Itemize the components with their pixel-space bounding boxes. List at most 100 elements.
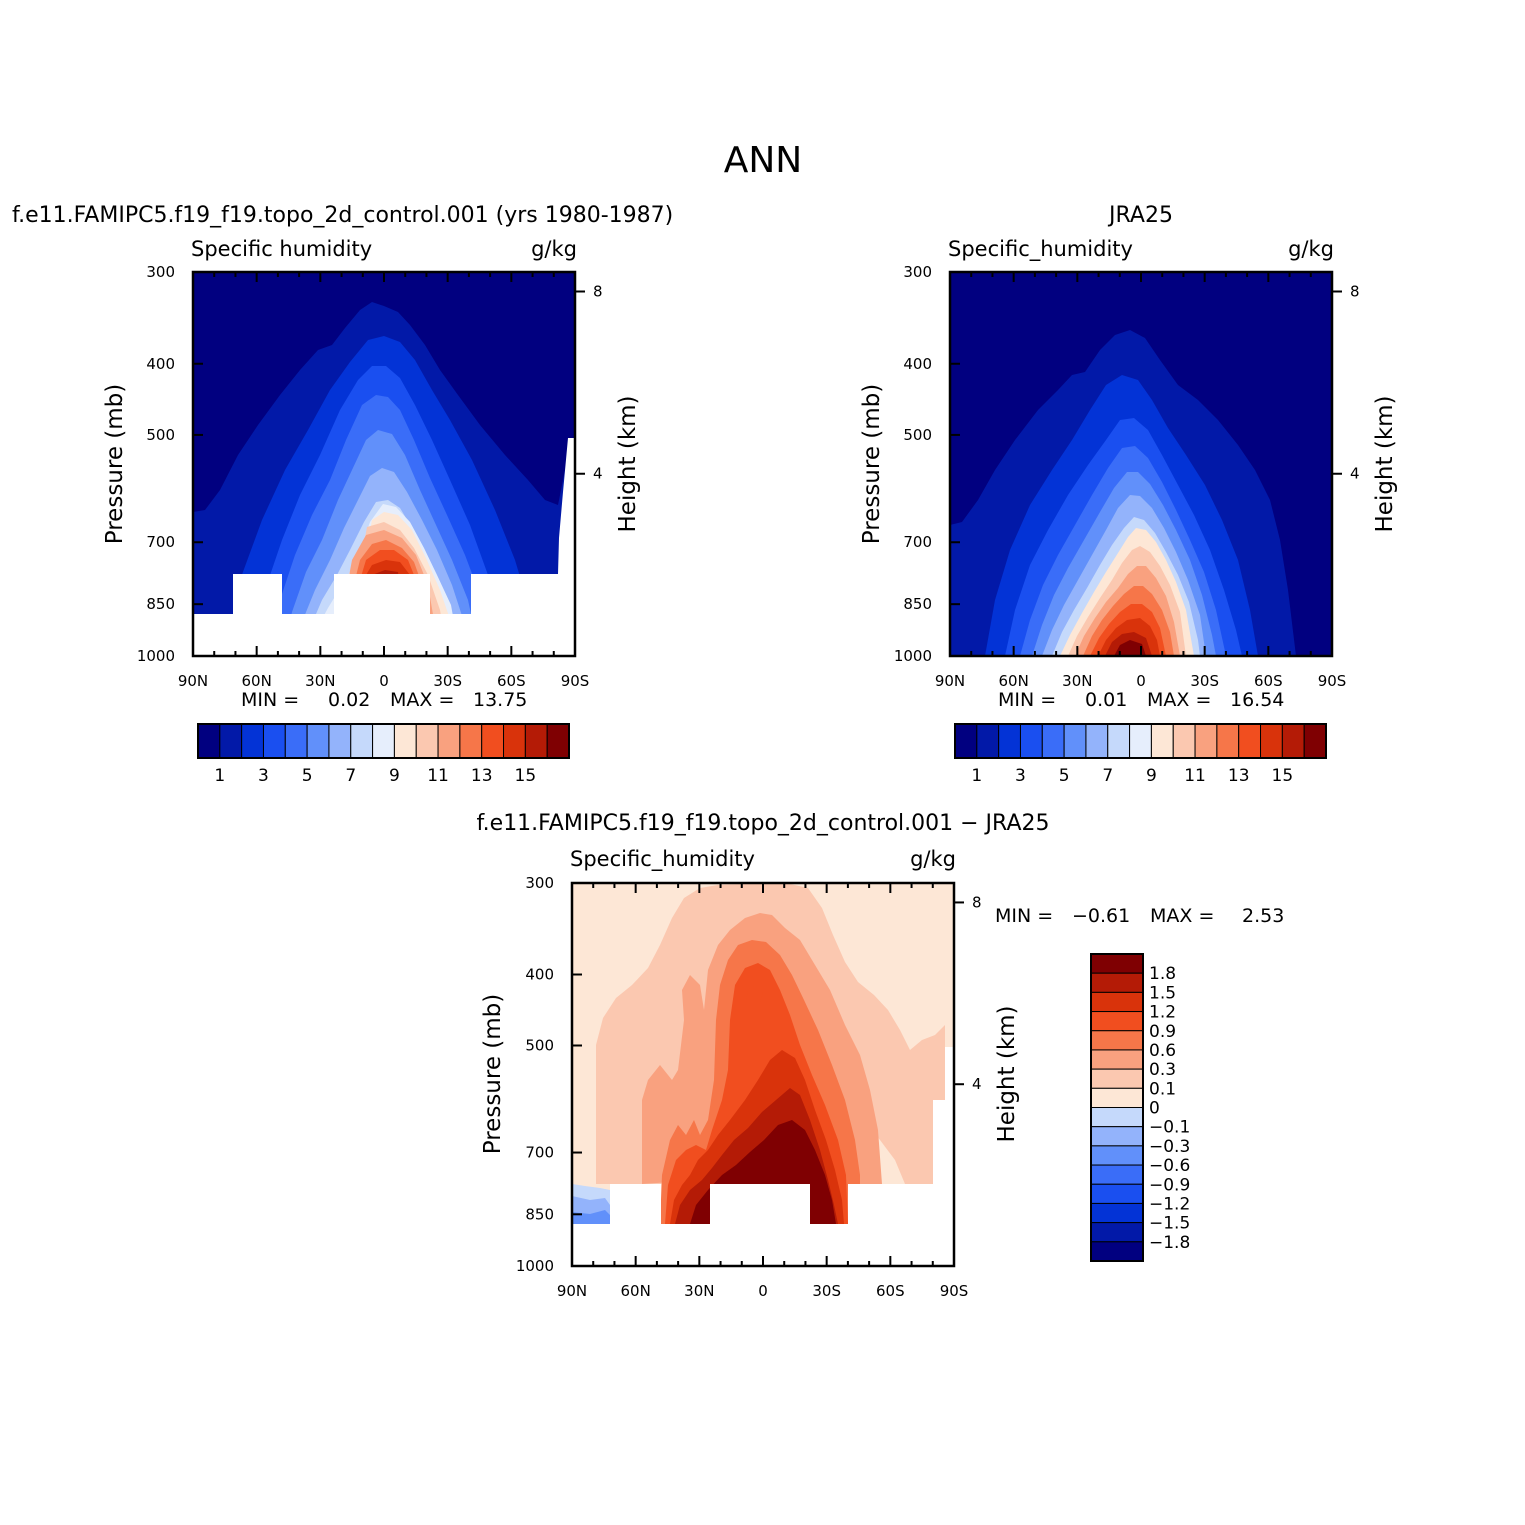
colorbar-swatch (1090, 1068, 1144, 1089)
panel-model: f.e11.FAMIPC5.f19_f19.topo_2d_control.00… (12, 203, 673, 786)
panel-model-units: g/kg (531, 237, 577, 261)
colorbar-swatch (954, 723, 978, 759)
topography-mask (193, 438, 575, 656)
panel-model-y-tick-label: 300 (146, 263, 175, 281)
panel-obs-min-label: MIN = (998, 689, 1056, 711)
colorbar-swatch (219, 723, 243, 759)
colorbar-label: 3 (258, 766, 269, 786)
panel-obs-y-tick-label: 700 (903, 533, 932, 551)
panel-obs-ticks: 90N 60N 30N 0 30S 60S 90S 300 400 500 700 850 1000 8 4 (894, 263, 1360, 690)
panel-diff-ylabel: Pressure (mb) (480, 994, 506, 1154)
panel-obs-x-tick-label: 90S (1318, 672, 1347, 690)
colorbar-swatch (1107, 723, 1131, 759)
panel-obs-x-tick-label: 30S (1190, 672, 1219, 690)
colorbar-swatch (1090, 1145, 1144, 1166)
diff-peak-upper (746, 985, 763, 1008)
colorbar-label: −0.6 (1149, 1156, 1190, 1176)
colorbar-label: −0.9 (1149, 1175, 1190, 1195)
panel-obs-y-tick-label: 400 (903, 355, 932, 373)
panel-obs-ylabel: Pressure (mb) (859, 384, 885, 544)
colorbar-swatch (1090, 1164, 1144, 1185)
panel-diff: f.e11.FAMIPC5.f19_f19.topo_2d_control.00… (477, 811, 1285, 1300)
panel-diff-y-tick-label: 500 (525, 1037, 554, 1055)
panel-diff-min-label: MIN = (995, 905, 1053, 927)
panel-diff-variable: Specific_humidity (570, 847, 755, 872)
colorbar-label: 1 (971, 766, 982, 786)
colorbar-label: 11 (1184, 766, 1206, 786)
panel-model-variable: Specific humidity (191, 237, 372, 261)
panel-model-x-tick-label: 90N (178, 672, 208, 690)
colorbar-swatch (1238, 723, 1262, 759)
panel-model-x-tick-label: 30N (305, 672, 335, 690)
panel-obs-x-tick-label: 60N (999, 672, 1029, 690)
colorbar-swatch (1303, 723, 1327, 759)
colorbar-label: 15 (1272, 766, 1294, 786)
colorbar-swatch (481, 723, 505, 759)
colorbar-swatch (1090, 1011, 1144, 1032)
panel-model-max-value: 13.75 (473, 689, 527, 711)
figure-title: ANN (724, 140, 803, 181)
panel-obs-contours (950, 272, 1332, 656)
colorbar-swatch (1090, 1222, 1144, 1243)
panel-obs-max-value: 16.54 (1230, 689, 1284, 711)
colorbar-swatch (306, 723, 330, 759)
panel-model-y-tick-label: 400 (146, 355, 175, 373)
colorbar-swatch (1041, 723, 1065, 759)
panel-obs-y-tick-label: 500 (903, 426, 932, 444)
panel-obs-min-value: 0.01 (1085, 689, 1127, 711)
colorbar-label: −0.1 (1149, 1118, 1190, 1138)
colorbar-swatch (1090, 972, 1144, 993)
panel-model-title: f.e11.FAMIPC5.f19_f19.topo_2d_control.00… (12, 203, 673, 228)
panel-diff-x-tick-label: 60N (621, 1282, 651, 1300)
colorbar-label: 5 (302, 766, 313, 786)
colorbar-swatch (546, 723, 570, 759)
panel-diff-y2-tick-label: 8 (972, 893, 982, 911)
panel-diff-min-value: −0.61 (1072, 905, 1130, 927)
panel-model-y-tick-label: 850 (146, 595, 175, 613)
colorbar-label: 7 (345, 766, 356, 786)
colorbar-swatch (1090, 1107, 1144, 1128)
panel-model-y-tick-label: 1000 (137, 647, 175, 665)
panel-obs: JRA25 Specific_humidity g/kg 90N 60N 30N 0 3… (859, 203, 1398, 786)
panel-model-y2label: Height (km) (615, 395, 641, 532)
colorbar-label: 3 (1015, 766, 1026, 786)
colorbar-swatch (1090, 1241, 1144, 1262)
colorbar-label: 0.6 (1149, 1041, 1176, 1061)
colorbar-swatch (1085, 723, 1109, 759)
colorbar-swatch (1090, 1087, 1144, 1108)
contour-level-15 (1114, 640, 1146, 656)
panel-obs-x-tick-label: 30N (1062, 672, 1092, 690)
colorbar-swatch (1090, 991, 1144, 1013)
colorbar-label: 7 (1102, 766, 1113, 786)
colorbar-swatch (1090, 1202, 1144, 1224)
panel-obs-variable: Specific_humidity (948, 237, 1133, 262)
panel-model-min-label: MIN = (241, 689, 299, 711)
panel-model-x-tick-label: 60N (242, 672, 272, 690)
panel-obs-max-label: MAX = (1147, 689, 1211, 711)
panel-obs-y2label: Height (km) (1372, 395, 1398, 532)
panel-model-ylabel: Pressure (mb) (102, 384, 128, 544)
panel-diff-ticks: 90N 60N 30N 0 30S 60S 90S 300 400 500 700 850 1000 8 4 (516, 874, 982, 1300)
panel-diff-y-tick-label: 400 (525, 966, 554, 984)
panel-model-ticks: 90N 60N 30N 0 30S 60S 90S 300 400 500 700 850 1000 8 4 (137, 263, 603, 690)
colorbar-label: −1.2 (1149, 1194, 1190, 1214)
colorbar-label: 1.5 (1149, 983, 1176, 1003)
panel-diff-title: f.e11.FAMIPC5.f19_f19.topo_2d_control.00… (477, 811, 1050, 836)
colorbar-swatch (524, 723, 548, 759)
colorbar-label: 13 (1228, 766, 1250, 786)
panel-obs-units: g/kg (1288, 237, 1334, 261)
panel-diff-x-tick-label: 90N (557, 1282, 587, 1300)
colorbar-swatch (459, 723, 483, 759)
colorbar-swatch (262, 723, 286, 759)
colorbar-label: 11 (427, 766, 449, 786)
colorbar-swatch (998, 723, 1021, 759)
colorbar-swatch (328, 723, 352, 759)
panel-model-y2-tick-label: 8 (593, 282, 603, 300)
colorbar-swatch (1129, 723, 1152, 759)
colorbar-frame (197, 723, 570, 759)
panel-diff-y-tick-label: 1000 (516, 1257, 554, 1275)
colorbar-swatch (503, 723, 526, 759)
colorbar-swatch (1019, 723, 1043, 759)
panel-diff-y-tick-label: 700 (525, 1144, 554, 1162)
panel-diff-x-tick-label: 30N (684, 1282, 714, 1300)
